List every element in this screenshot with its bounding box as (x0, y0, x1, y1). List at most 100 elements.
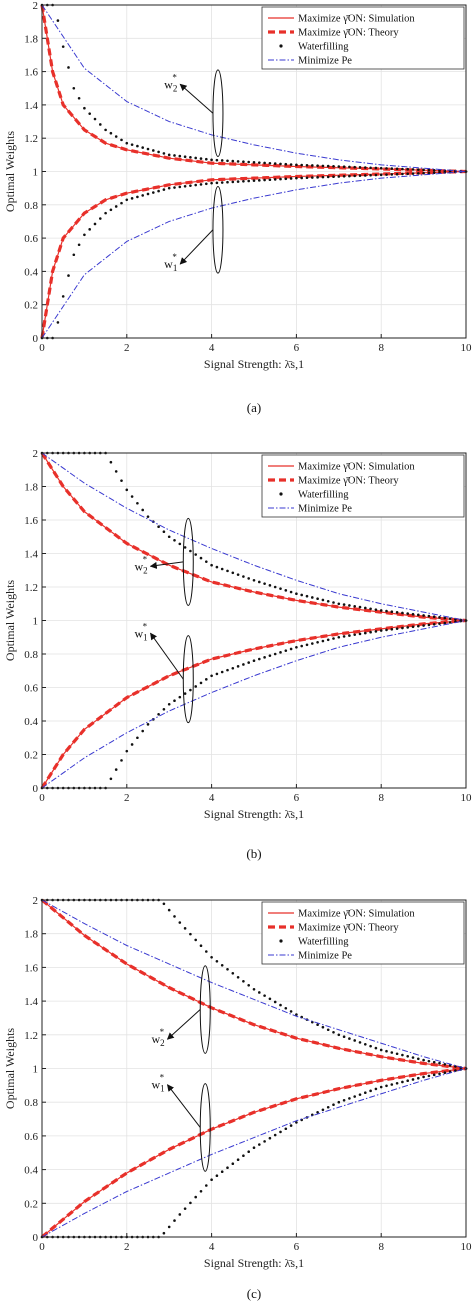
waterfilling-point (300, 593, 304, 597)
y-tick-label: 1.6 (24, 515, 38, 527)
waterfilling-point (67, 66, 70, 69)
waterfilling-point (194, 938, 197, 942)
waterfilling-point (141, 508, 144, 512)
waterfilling-point (273, 652, 277, 656)
x-tick-label: 4 (209, 342, 215, 354)
annotation-sub: 1 (173, 263, 178, 273)
waterfilling-point (167, 1225, 171, 1229)
waterfilling-point (379, 1048, 383, 1052)
waterfilling-point (210, 563, 213, 567)
y-tick-label: 0.2 (24, 1198, 38, 1210)
waterfilling-point (390, 167, 394, 170)
waterfilling-point (284, 177, 288, 181)
y-tick-label: 1 (33, 1064, 39, 1076)
waterfilling-point (348, 634, 351, 637)
waterfilling-point (379, 173, 383, 177)
waterfilling-point (125, 198, 129, 202)
y-tick-label: 1.4 (24, 100, 38, 112)
annotation-arrow-w2 (149, 561, 184, 569)
waterfilling-point (114, 768, 118, 771)
x-tick-label: 8 (378, 792, 384, 804)
annotation-sub: 2 (143, 565, 148, 575)
y-tick-label: 1.2 (24, 1030, 38, 1042)
y-tick-label: 0.6 (24, 1131, 38, 1143)
waterfilling-point (236, 160, 240, 163)
y-tick-label: 0.8 (24, 649, 38, 661)
waterfilling-point (342, 1099, 346, 1102)
waterfilling-point (385, 1049, 388, 1053)
waterfilling-point (268, 178, 272, 182)
waterfilling-point (183, 692, 187, 695)
series-line-4-w1 (41, 1068, 467, 1238)
waterfilling-point (379, 1085, 383, 1089)
x-tick-label: 8 (378, 342, 384, 354)
waterfilling-point (326, 599, 330, 603)
waterfilling-point (316, 640, 319, 644)
waterfilling-point (268, 654, 272, 657)
y-tick-label: 1.2 (24, 582, 38, 594)
waterfilling-point (178, 1213, 182, 1216)
waterfilling-point (220, 670, 224, 674)
waterfilling-point (432, 171, 436, 175)
waterfilling-point (321, 1108, 325, 1112)
waterfilling-point (284, 589, 288, 592)
waterfilling-point (289, 177, 293, 180)
waterfilling-point (273, 585, 277, 589)
waterfilling-point (348, 1037, 351, 1040)
annotation-sup: * (143, 554, 148, 564)
waterfilling-point (422, 624, 425, 627)
waterfilling-point (374, 1046, 378, 1050)
waterfilling-point (395, 1081, 399, 1085)
waterfilling-point (411, 625, 415, 629)
waterfilling-point (448, 621, 452, 624)
waterfilling-point (273, 1133, 277, 1137)
waterfilling-point (162, 707, 166, 711)
waterfilling-point (130, 197, 134, 200)
waterfilling-point (72, 86, 76, 90)
waterfilling-point (432, 1073, 436, 1077)
waterfilling-point (332, 164, 335, 168)
waterfilling-point (332, 175, 335, 179)
waterfilling-point (167, 186, 171, 190)
waterfilling-point (427, 171, 431, 175)
legend-box (261, 454, 465, 518)
legend-marker (279, 44, 283, 48)
waterfilling-point (178, 185, 182, 189)
waterfilling-point (210, 674, 213, 678)
waterfilling-point (417, 172, 420, 175)
y-tick-label: 0 (33, 1232, 39, 1244)
waterfilling-point (438, 1061, 441, 1065)
waterfilling-point (56, 19, 60, 22)
waterfilling-point (406, 1054, 410, 1058)
waterfilling-point (226, 159, 229, 163)
waterfilling-point (427, 1074, 431, 1078)
waterfilling-point (422, 168, 425, 172)
waterfilling-point (289, 647, 293, 651)
waterfilling-point (358, 1041, 362, 1044)
y-tick-label: 1.2 (24, 133, 38, 145)
waterfilling-point (305, 643, 309, 647)
waterfilling-point (358, 632, 362, 636)
y-axis-label: Optimal Weights (3, 131, 17, 212)
waterfilling-point (178, 154, 182, 158)
waterfilling-point (183, 155, 187, 159)
waterfilling-point (99, 123, 102, 126)
waterfilling-point (183, 1207, 187, 1210)
waterfilling-point (353, 604, 357, 608)
waterfilling-point (273, 178, 277, 181)
x-tick-label: 0 (39, 1241, 45, 1253)
waterfilling-point (268, 584, 272, 587)
waterfilling-point (337, 165, 341, 168)
annotation-label-w2: w2* (164, 72, 177, 93)
y-tick-label: 0.4 (24, 1165, 38, 1177)
y-tick-label: 0 (33, 333, 39, 345)
waterfilling-point (326, 1028, 330, 1032)
waterfilling-point (199, 556, 203, 560)
y-tick-label: 2 (33, 448, 39, 460)
waterfilling-point (167, 908, 171, 912)
waterfilling-point (417, 1057, 420, 1061)
waterfilling-point (395, 167, 399, 171)
waterfilling-point (417, 613, 420, 617)
waterfilling-point (369, 607, 372, 611)
